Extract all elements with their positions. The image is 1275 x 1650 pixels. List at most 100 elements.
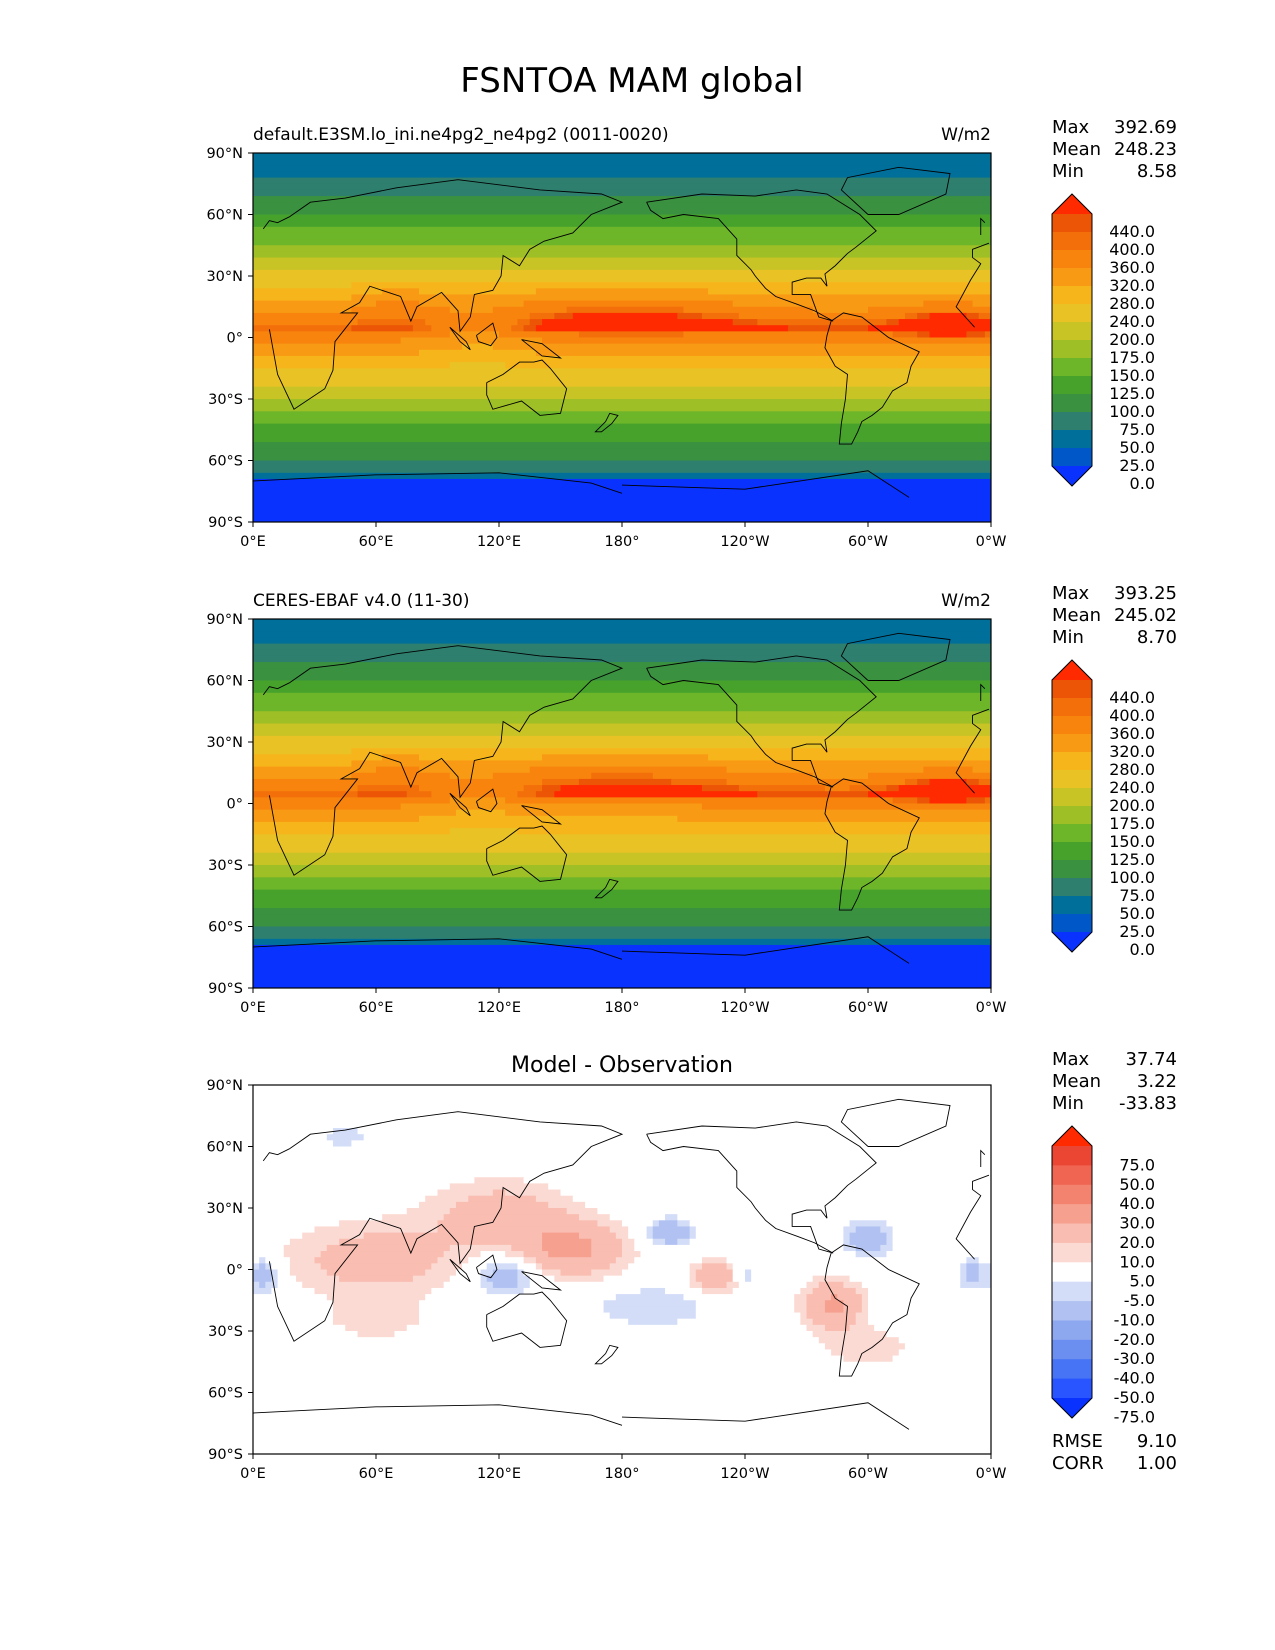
colorbar-level-label: 20.0 xyxy=(1119,1233,1155,1252)
metric-label: RMSE xyxy=(1052,1431,1103,1452)
colorbar-level-label: 320.0 xyxy=(1109,276,1155,295)
lat-tick-label: 60°S xyxy=(208,454,243,470)
colorbar-level-label: 175.0 xyxy=(1109,814,1155,833)
stat-label: Max xyxy=(1052,117,1090,138)
stat-value: 8.70 xyxy=(1137,627,1177,648)
lon-tick-label: 180° xyxy=(605,1000,640,1016)
lon-tick-label: 120°E xyxy=(477,1466,521,1482)
colorbar-swatch xyxy=(1052,1301,1092,1321)
colorbar-level-label: 320.0 xyxy=(1109,742,1155,761)
colorbar-swatch xyxy=(1052,358,1092,377)
colorbar-swatch xyxy=(1052,788,1092,807)
colorbar-level-label: 125.0 xyxy=(1109,850,1155,869)
stat-label: Max xyxy=(1052,1049,1090,1070)
lat-tick-label: 90°S xyxy=(208,515,243,531)
colorbar-level-label: 25.0 xyxy=(1119,456,1155,475)
lat-tick-label: 60°S xyxy=(208,920,243,936)
colorbar-extend-min xyxy=(1052,1398,1092,1418)
colorbar-level-label: 75.0 xyxy=(1119,420,1155,439)
colorbar-swatch xyxy=(1052,734,1092,753)
colorbar-swatch xyxy=(1052,878,1092,897)
colorbar-swatch xyxy=(1052,680,1092,699)
colorbar-swatch xyxy=(1052,250,1092,269)
lon-tick-label: 0°W xyxy=(976,534,1007,550)
metric-value: 1.00 xyxy=(1137,1453,1177,1474)
lon-tick-label: 120°W xyxy=(720,1000,769,1016)
lat-tick-label: 90°S xyxy=(208,981,243,997)
colorbar-swatch xyxy=(1052,1223,1092,1244)
lon-tick-label: 120°W xyxy=(720,1466,769,1482)
lat-tick-label: 60°S xyxy=(208,1386,243,1402)
lon-tick-label: 120°W xyxy=(720,534,769,550)
lat-tick-label: 0° xyxy=(227,1263,243,1279)
colorbar-swatch xyxy=(1052,698,1092,717)
colorbar-swatch xyxy=(1052,896,1092,915)
colorbar-swatch xyxy=(1052,1204,1092,1225)
panel-observation: 90°N 60°N 30°N 0° 30°S 60°S 90°S 0°E 60°E 120°E 18… xyxy=(206,583,1177,1016)
colorbar-swatch xyxy=(1052,304,1092,323)
colorbar-level-label: 50.0 xyxy=(1119,1175,1155,1194)
lon-tick-label: 0°W xyxy=(976,1000,1007,1016)
lat-tick-label: 30°N xyxy=(206,735,243,751)
stat-value: 245.02 xyxy=(1114,605,1177,626)
lat-tick-label: 60°N xyxy=(206,208,243,224)
lon-tick-label: 0°E xyxy=(240,534,266,550)
lon-tick-label: 0°E xyxy=(240,1000,266,1016)
panel-left-title: default.E3SM.lo_ini.ne4pg2_ne4pg2 (0011-… xyxy=(253,125,669,145)
lon-tick-label: 180° xyxy=(605,1466,640,1482)
colorbar-level-label: 75.0 xyxy=(1119,1155,1155,1174)
lat-tick-label: 30°N xyxy=(206,1201,243,1217)
metric-label: CORR xyxy=(1052,1453,1104,1474)
lat-tick-label: 90°N xyxy=(206,1078,243,1094)
lon-tick-label: 0°E xyxy=(240,1466,266,1482)
colorbar-level-label: 150.0 xyxy=(1109,366,1155,385)
colorbar-level-label: 400.0 xyxy=(1109,240,1155,259)
colorbar-swatch xyxy=(1052,1378,1092,1399)
colorbar-level-label: 150.0 xyxy=(1109,832,1155,851)
colorbar-level-label: -30.0 xyxy=(1114,1349,1155,1368)
colorbar-swatch xyxy=(1052,770,1092,789)
colorbar-swatch xyxy=(1052,1165,1092,1186)
stat-label: Min xyxy=(1052,161,1084,182)
colorbar-swatch xyxy=(1052,214,1092,233)
panel-center-title: Model - Observation xyxy=(511,1053,733,1078)
lon-tick-label: 120°E xyxy=(477,1000,521,1016)
colorbar-level-label: 360.0 xyxy=(1109,724,1155,743)
colorbar-swatch xyxy=(1052,286,1092,305)
lon-tick-label: 60°E xyxy=(359,1466,394,1482)
colorbar-swatch xyxy=(1052,1281,1092,1302)
colorbar-level-label: 400.0 xyxy=(1109,706,1155,725)
field-model xyxy=(253,153,991,522)
colorbar-level-label: 125.0 xyxy=(1109,384,1155,403)
colorbar-level-label: 50.0 xyxy=(1119,904,1155,923)
colorbar-swatch xyxy=(1052,322,1092,341)
colorbar-level-label: 280.0 xyxy=(1109,294,1155,313)
stat-value: -33.83 xyxy=(1119,1093,1177,1114)
stat-label: Max xyxy=(1052,583,1090,604)
lat-tick-label: 60°N xyxy=(206,674,243,690)
panel-units: W/m2 xyxy=(941,125,991,145)
colorbar-level-label: 5.0 xyxy=(1130,1272,1155,1291)
stat-value: 8.58 xyxy=(1137,161,1177,182)
colorbar-level-label: -50.0 xyxy=(1114,1388,1155,1407)
colorbar-level-label: 440.0 xyxy=(1109,222,1155,241)
colorbar-level-label: -5.0 xyxy=(1124,1291,1155,1310)
colorbar-level-label: 25.0 xyxy=(1119,922,1155,941)
colorbar-swatch xyxy=(1052,1359,1092,1380)
colorbar-level-label: -10.0 xyxy=(1114,1310,1155,1329)
stat-label: Mean xyxy=(1052,1071,1101,1092)
lat-tick-label: 90°N xyxy=(206,612,243,628)
stat-value: 248.23 xyxy=(1114,139,1177,160)
lat-tick-label: 30°S xyxy=(208,858,243,874)
lon-tick-label: 60°W xyxy=(848,1000,888,1016)
lon-tick-label: 120°E xyxy=(477,534,521,550)
colorbar-swatch xyxy=(1052,716,1092,735)
colorbar-level-label: 175.0 xyxy=(1109,348,1155,367)
colorbar-swatch xyxy=(1052,842,1092,861)
colorbar-swatch xyxy=(1052,376,1092,395)
colorbar-level-label: 10.0 xyxy=(1119,1252,1155,1271)
figure-title: FSNTOA MAM global xyxy=(460,61,803,101)
coastlines-model xyxy=(253,166,990,498)
colorbar-observation: 440.0400.0360.0320.0280.0240.0200.0175.0… xyxy=(1051,659,1155,959)
